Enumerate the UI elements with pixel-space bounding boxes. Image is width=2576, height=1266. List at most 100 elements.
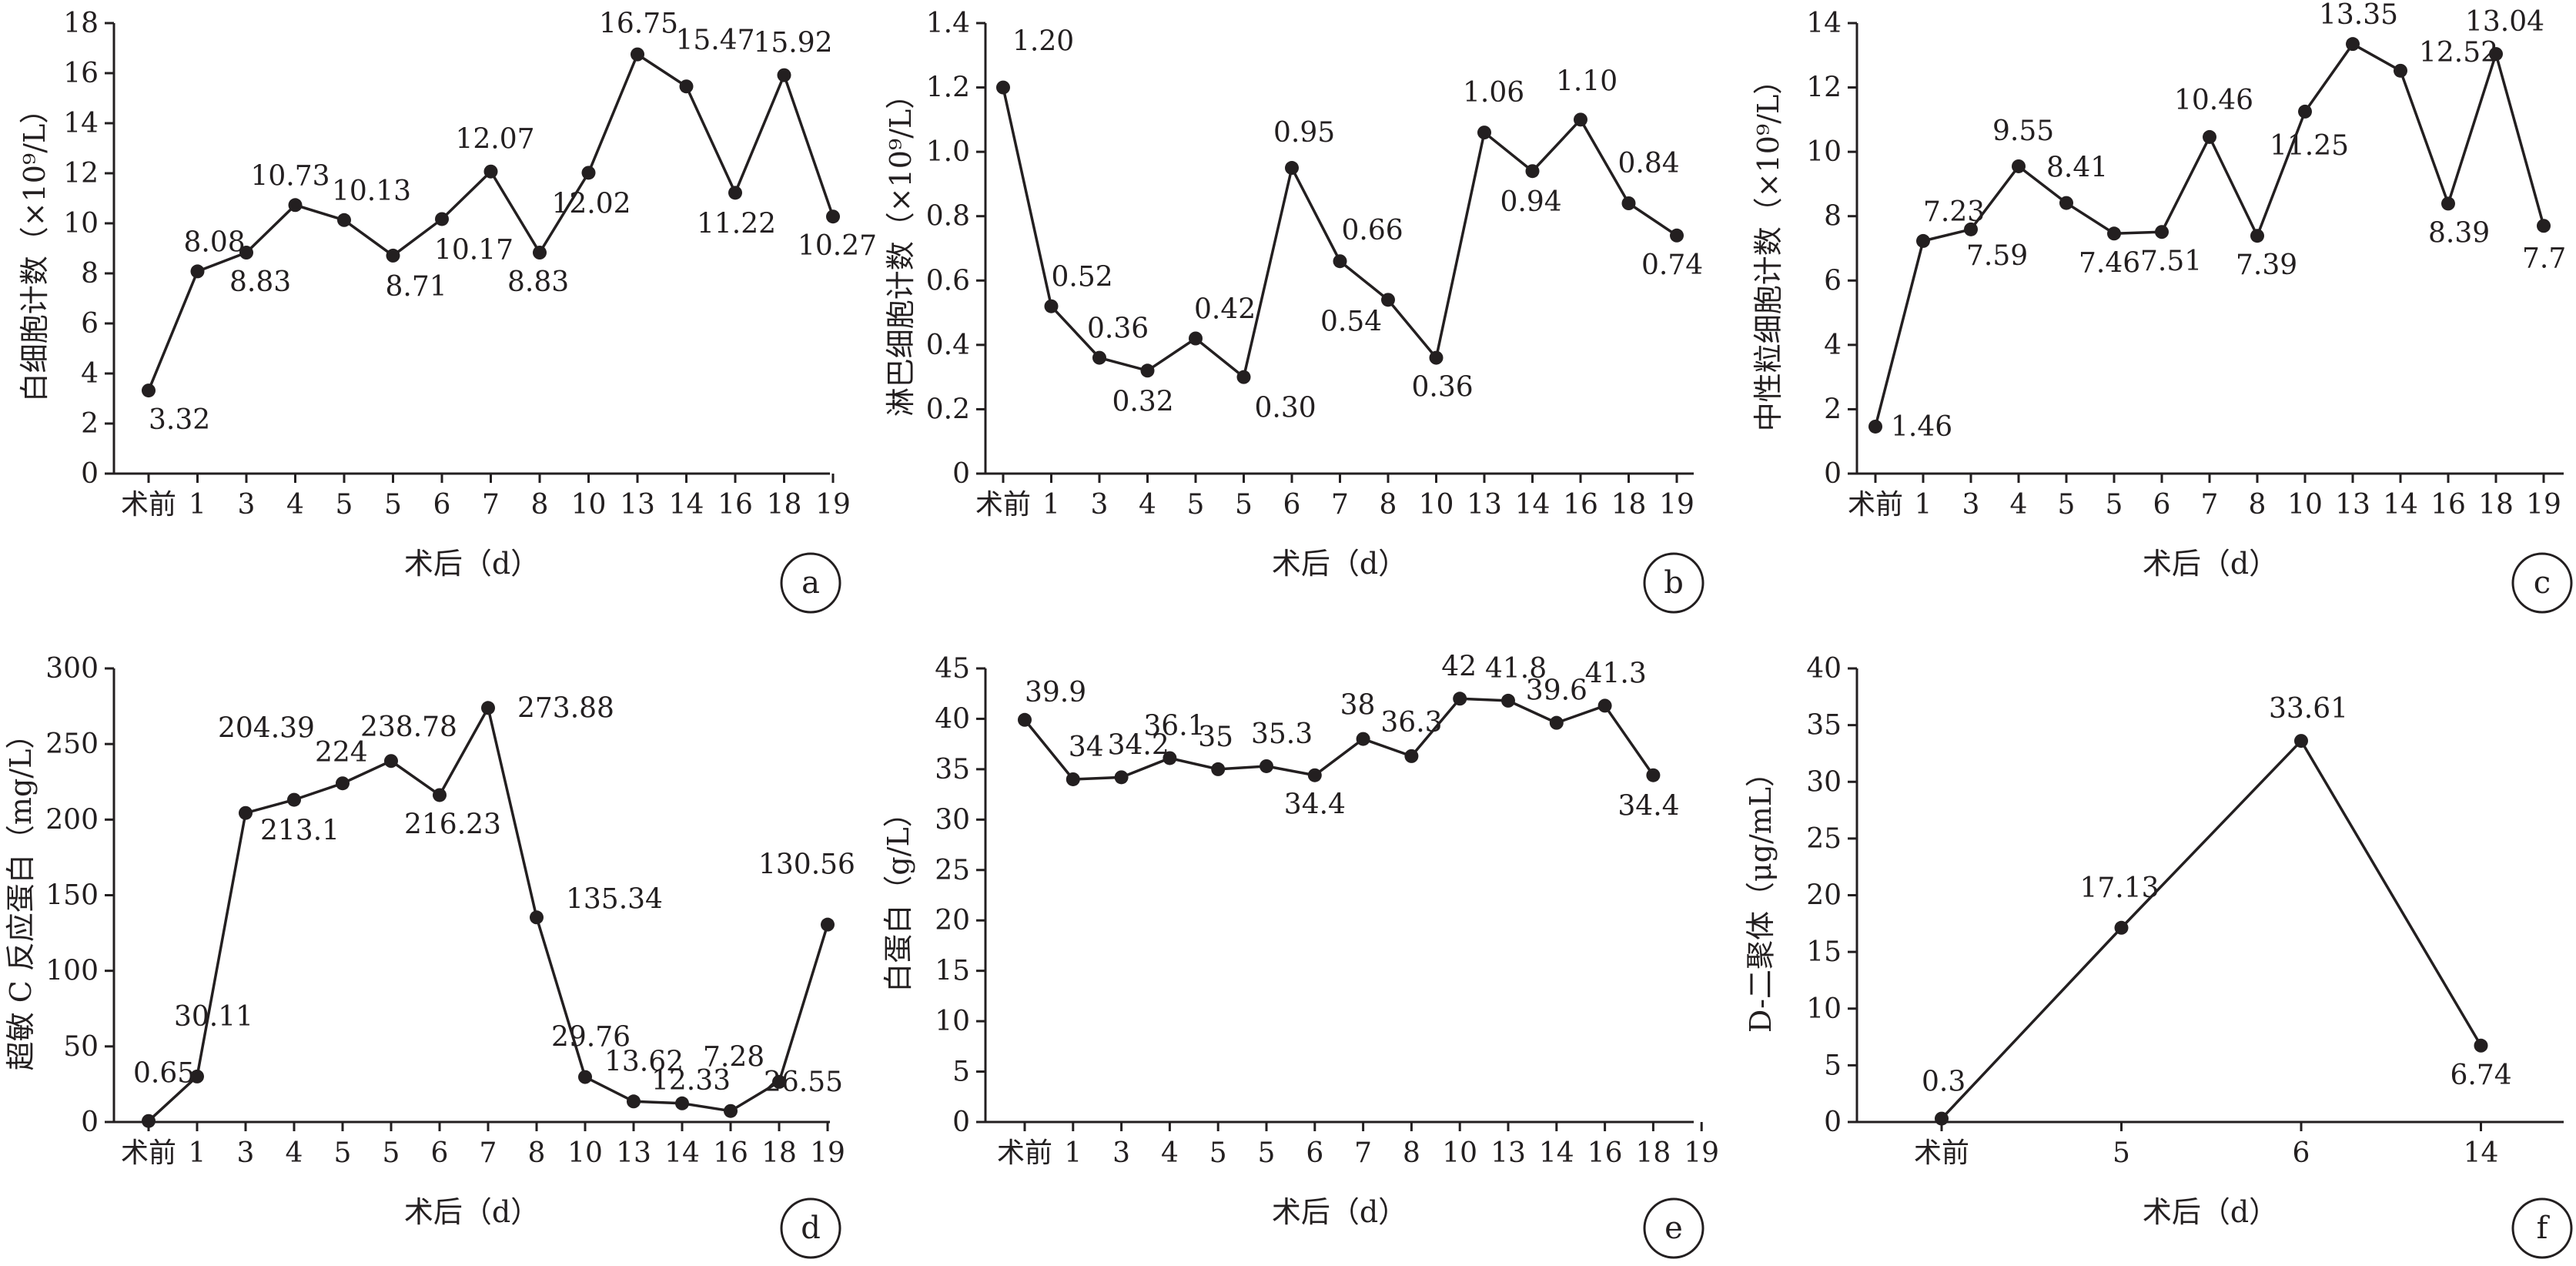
panel-b-badge-label: b <box>1664 565 1684 601</box>
panel-e-data-label: 34.4 <box>1618 791 1679 822</box>
panel-d-data-point <box>142 1114 156 1128</box>
panel-c-y-tick-label: 6 <box>1824 265 1842 296</box>
panel-d-data-label: 216.23 <box>404 809 501 840</box>
panel-c-x-tick-label: 16 <box>2430 489 2466 521</box>
panel-e-data-point <box>1163 751 1177 765</box>
panel-f-series-line <box>1940 738 2483 1120</box>
panel-c-y-tick-label: 4 <box>1824 330 1842 361</box>
panel-f-y-tick-label: 0 <box>1824 1107 1842 1138</box>
panel-f-x-tick-label: 5 <box>2113 1137 2130 1169</box>
panel-a-y-tick-label: 18 <box>63 8 99 39</box>
panel-c-x-tick-label: 13 <box>2335 489 2370 521</box>
panel-a-data-point <box>777 68 791 82</box>
panel-f-y-tick-label: 25 <box>1806 823 1842 855</box>
panel-c-data-point <box>1868 419 1882 434</box>
panel-e-data-point <box>1453 692 1467 706</box>
panel-a-data-point <box>386 248 400 263</box>
panel-a-data-label: 16.75 <box>599 8 678 40</box>
panel-b-y-tick-label: 1.4 <box>926 8 970 39</box>
panel-e-y-tick-label: 10 <box>935 1006 970 1037</box>
panel-d-data-label: 224 <box>315 737 368 769</box>
panel-e-badge <box>1643 1197 1705 1259</box>
panel-a-x-tick-label: 10 <box>571 489 607 521</box>
panel-e-data-point <box>1646 768 1661 782</box>
panel-d-data-point <box>627 1094 641 1109</box>
panel-d-x-tick-label: 14 <box>664 1137 700 1169</box>
panel-b-y-tick-label: 1.0 <box>926 136 970 168</box>
panel-b-data-point <box>1477 126 1491 140</box>
panel-d-data-label: 29.76 <box>551 1022 631 1053</box>
panel-b-data-point <box>1574 112 1587 127</box>
panel-f-data-point <box>2294 734 2308 749</box>
panel-b-x-tick-label: 19 <box>1659 489 1694 521</box>
panel-e-data-label: 34 <box>1069 732 1104 763</box>
panel-d-x-tick-label: 5 <box>383 1137 400 1169</box>
panel-d-x-tick-label: 16 <box>713 1137 748 1169</box>
panel-b-data-label: 0.52 <box>1052 262 1113 293</box>
panel-e-y-tick-label: 0 <box>952 1107 970 1138</box>
panel-a-data-label: 15.92 <box>754 28 833 59</box>
panel-a-x-tick-label: 19 <box>815 489 851 521</box>
panel-d-x-tick-label: 术前 <box>121 1137 176 1169</box>
panel-b-x-tick-label: 5 <box>1187 489 1205 521</box>
panel-a-x-axis-label: 术后（d） <box>404 547 540 581</box>
panel-a-y-tick-label: 4 <box>81 358 99 390</box>
panel-c-data-label: 8.39 <box>2428 217 2490 249</box>
panel-f-x-axis-label: 术后（d） <box>2143 1195 2278 1229</box>
panel-d-badge <box>780 1197 841 1259</box>
panel-d-x-tick-label: 3 <box>237 1137 255 1169</box>
panel-d-data-label: 7.28 <box>703 1042 764 1073</box>
panel-a-y-tick-label: 10 <box>63 208 99 239</box>
panel-f-data-label: 33.61 <box>2269 693 2348 725</box>
panel-e-data-label: 36.1 <box>1143 710 1205 742</box>
panel-e-x-tick-label: 7 <box>1354 1137 1372 1169</box>
panel-a-y-tick-label: 0 <box>81 458 99 490</box>
panel-e-y-tick-label: 25 <box>935 855 970 886</box>
panel-a-data-label: 10.13 <box>332 176 411 207</box>
panel-a-data-label: 8.83 <box>229 266 291 298</box>
panel-e-y-axis-label: 白蛋白（g/L） <box>882 798 915 992</box>
panel-e-data-point <box>1066 772 1080 786</box>
panel-c-data-point <box>1964 222 1978 236</box>
panel-b-data-point <box>1429 350 1444 365</box>
panel-b-y-axis-label: 淋巴细胞计数（×10⁹/L） <box>884 80 918 417</box>
panel-d-data-point <box>190 1069 204 1083</box>
panel-a-data-point <box>142 383 156 398</box>
panel-c-data-point <box>2537 219 2551 233</box>
panel-d-data-point <box>821 917 835 932</box>
panel-e-data-label: 39.9 <box>1025 677 1086 708</box>
panel-b-data-label: 0.42 <box>1194 294 1256 326</box>
panel-a-x-tick-label: 6 <box>433 489 451 521</box>
panel-b-data-point <box>1140 363 1155 378</box>
panel-c-data-label: 9.55 <box>1992 116 2054 147</box>
panel-e-data-point <box>1307 768 1322 782</box>
panel-d-x-tick-label: 1 <box>189 1137 206 1169</box>
panel-f-data-point <box>2114 920 2129 935</box>
panel-c-data-point <box>2298 104 2312 119</box>
panel-c-x-tick-label: 5 <box>2058 489 2076 521</box>
panel-b-x-axis-label: 术后（d） <box>1272 547 1407 581</box>
panel-e-data-point <box>1549 715 1564 730</box>
panel-b-data-point <box>1285 161 1299 176</box>
panel-f-y-axis-label: D-二聚体（μg/mL） <box>1744 758 1778 1033</box>
panel-c-x-tick-label: 18 <box>2478 489 2514 521</box>
panel-d-data-point <box>481 701 495 715</box>
panel-a-badge-label: a <box>801 565 820 601</box>
panel-b-data-point <box>996 80 1010 95</box>
panel-e-y-tick-label: 40 <box>935 703 970 735</box>
panel-c-data-point <box>2489 47 2503 62</box>
panel-b-data-label: 1.06 <box>1463 77 1524 109</box>
panel-f-data-label: 6.74 <box>2451 1060 2512 1091</box>
panel-e-data-label: 42 <box>1441 651 1477 682</box>
panel-e-y-tick-label: 15 <box>935 956 970 987</box>
panel-f-y-tick-label: 15 <box>1806 936 1842 968</box>
panel-c-x-tick-label: 19 <box>2526 489 2561 521</box>
panel-c-y-tick-label: 8 <box>1824 201 1842 233</box>
panel-a-x-tick-label: 1 <box>189 489 206 521</box>
panel-e-x-tick-label: 1 <box>1064 1137 1082 1169</box>
panel-a-data-label: 15.47 <box>676 25 755 56</box>
panel-c-y-tick-label: 14 <box>1806 8 1842 39</box>
panel-d-y-tick-label: 150 <box>45 880 99 912</box>
panel-e-data-label: 41.3 <box>1585 658 1647 689</box>
